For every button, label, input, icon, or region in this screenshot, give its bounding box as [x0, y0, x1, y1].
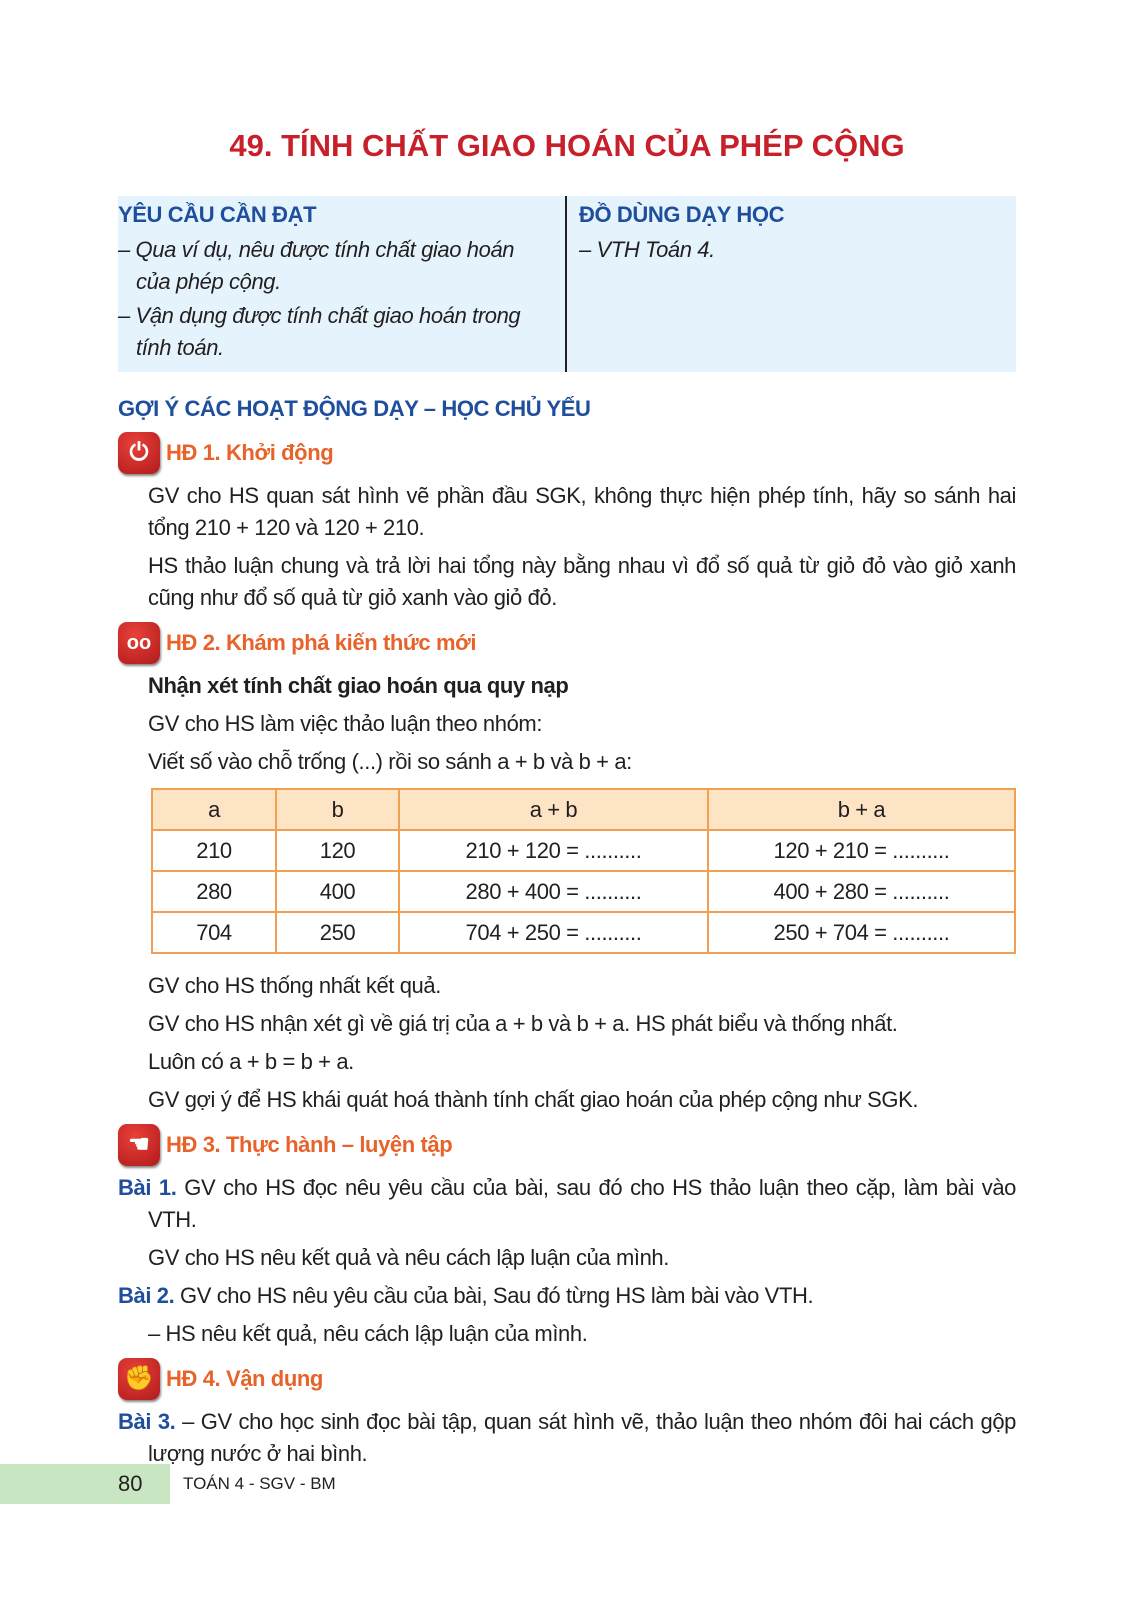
exercise-1: Bài 1. GV cho HS đọc nêu yêu cầu của bài… — [118, 1172, 1016, 1236]
header-cell: a + b — [398, 788, 709, 831]
paragraph: – HS nêu kết quả, nêu cách lập luận của … — [148, 1321, 588, 1346]
table-row: 210 120 210 + 120 = .......... 120 + 210… — [151, 829, 1016, 872]
cell: 280 + 400 = .......... — [398, 870, 709, 913]
header-cell: b — [275, 788, 400, 831]
hd2-heading: oo HĐ 2. Khám phá kiến thức mới — [118, 622, 1016, 664]
hands-icon: ☚ — [118, 1124, 160, 1166]
page-title: 49. TÍNH CHẤT GIAO HOÁN CỦA PHÉP CỘNG — [229, 128, 905, 163]
hd1-heading: ⏻ HĐ 1. Khởi động — [118, 432, 1016, 474]
table-row: 704 250 704 + 250 = .......... 250 + 704… — [151, 911, 1016, 954]
subtitle: Nhận xét tính chất giao hoán qua quy nạp — [148, 673, 569, 698]
table-row: 280 400 280 + 400 = .......... 400 + 280… — [151, 870, 1016, 913]
requirements-column: YÊU CẦU CẦN ĐẠT – Qua ví dụ, nêu được tí… — [118, 196, 567, 372]
cell: 704 + 250 = .......... — [398, 911, 709, 954]
paragraph: GV cho HS quan sát hình vẽ phần đầu SGK,… — [148, 483, 1016, 540]
cell: 400 + 280 = .......... — [707, 870, 1016, 913]
paragraph: GV cho HS làm việc thảo luận theo nhóm: — [148, 711, 543, 736]
exercise-text: – GV cho học sinh đọc bài tập, quan sát … — [148, 1409, 1017, 1466]
exercise-label: Bài 1. — [118, 1175, 177, 1200]
hd1-title: HĐ 1. Khởi động — [166, 440, 334, 465]
paragraph: Viết số vào chỗ trống (...) rồi so sánh … — [148, 749, 632, 774]
hd4-title: HĐ 4. Vận dụng — [166, 1366, 323, 1391]
paragraph: GV gợi ý để HS khái quát hoá thành tính … — [148, 1087, 919, 1112]
exercise-text: GV cho HS nêu yêu cầu của bài, Sau đó từ… — [174, 1283, 814, 1308]
objectives-box: YÊU CẦU CẦN ĐẠT – Qua ví dụ, nêu được tí… — [118, 196, 1016, 372]
exercise-table: a b a + b b + a 210 120 210 + 120 = ....… — [151, 788, 1016, 954]
materials-heading: ĐỒ DÙNG DẠY HỌC — [579, 202, 785, 227]
hd3-heading: ☚ HĐ 3. Thực hành – luyện tập — [118, 1124, 1016, 1166]
exercise-3: Bài 3. – GV cho học sinh đọc bài tập, qu… — [118, 1406, 1016, 1470]
book-title: TOÁN 4 - SGV - BM — [183, 1474, 336, 1493]
cell: 120 + 210 = .......... — [707, 829, 1016, 872]
requirement-item: – Qua ví dụ, nêu được tính chất giao hoá… — [118, 237, 515, 294]
paragraph: GV cho HS thống nhất kết quả. — [148, 973, 441, 998]
section-heading: GỢI Ý CÁC HOẠT ĐỘNG DẠY – HỌC CHỦ YẾU — [118, 396, 591, 421]
power-icon: ⏻ — [118, 432, 160, 474]
table-header-row: a b a + b b + a — [151, 788, 1016, 831]
cell: 210 + 120 = .......... — [398, 829, 709, 872]
requirement-item: – Vận dụng được tính chất giao hoán tron… — [118, 303, 521, 360]
paragraph: GV cho HS nhận xét gì về giá trị của a +… — [148, 1011, 898, 1036]
cell: 210 — [151, 829, 277, 872]
exercise-label: Bài 3. — [118, 1409, 176, 1434]
fist-icon: ✊ — [118, 1358, 160, 1400]
cell: 400 — [275, 870, 400, 913]
hd2-title: HĐ 2. Khám phá kiến thức mới — [166, 630, 477, 655]
exercise-text: GV cho HS đọc nêu yêu cầu của bài, sau đ… — [148, 1175, 1016, 1232]
cell: 250 + 704 = .......... — [707, 911, 1016, 954]
material-item: – VTH Toán 4. — [579, 237, 715, 262]
page-content: 49. TÍNH CHẤT GIAO HOÁN CỦA PHÉP CỘNG YÊ… — [118, 126, 1016, 1470]
page-number: 80 — [0, 1464, 170, 1504]
cell: 280 — [151, 870, 277, 913]
binoculars-icon: oo — [118, 622, 160, 664]
paragraph: Luôn có a + b = b + a. — [148, 1049, 354, 1074]
cell: 704 — [151, 911, 277, 954]
cell: 120 — [275, 829, 400, 872]
cell: 250 — [275, 911, 400, 954]
materials-column: ĐỒ DÙNG DẠY HỌC – VTH Toán 4. — [567, 196, 784, 372]
header-cell: a — [151, 788, 277, 831]
hd4-heading: ✊ HĐ 4. Vận dụng — [118, 1358, 1016, 1400]
requirements-heading: YÊU CẦU CẦN ĐẠT — [118, 202, 317, 227]
paragraph: GV cho HS nêu kết quả và nêu cách lập lu… — [148, 1245, 669, 1270]
exercise-label: Bài 2. — [118, 1283, 175, 1308]
header-cell: b + a — [707, 788, 1016, 831]
hd3-title: HĐ 3. Thực hành – luyện tập — [166, 1132, 453, 1157]
paragraph: HS thảo luận chung và trả lời hai tổng n… — [148, 553, 1016, 610]
exercise-2: Bài 2. GV cho HS nêu yêu cầu của bài, Sa… — [118, 1280, 1016, 1312]
